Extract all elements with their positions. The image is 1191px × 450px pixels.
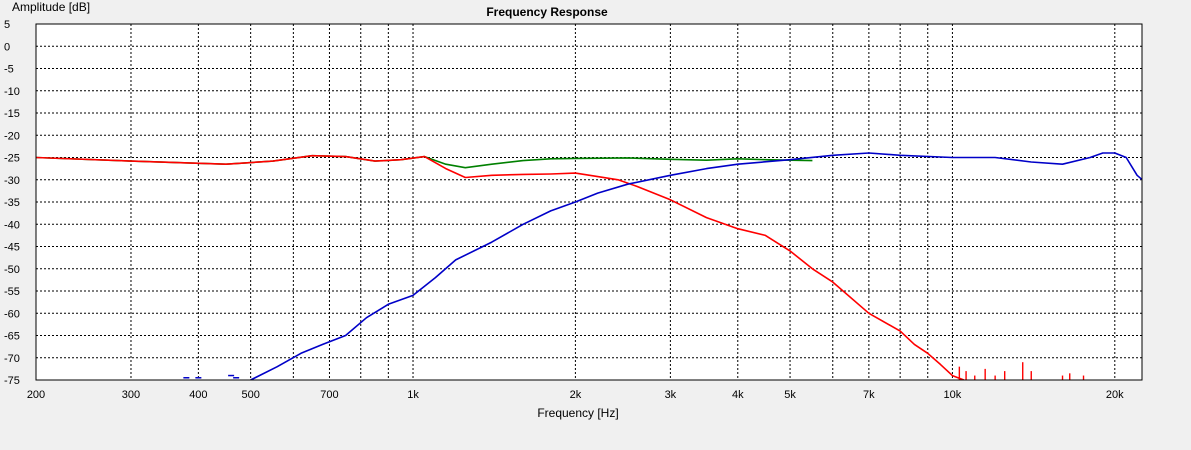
y-tick-label: -60	[4, 308, 20, 320]
x-tick-label: 7k	[863, 389, 875, 401]
chart-title: Frequency Response	[486, 5, 608, 19]
y-tick-label: -70	[4, 353, 20, 365]
y-tick-label: -40	[4, 219, 20, 231]
x-tick-label: 2k	[570, 389, 582, 401]
tick-labels: 5 0 -5 -10 -15 -20 -25 -30 -35 -40 -45 -50 -55 -60 -65…	[4, 19, 1124, 401]
y-tick-label: -10	[4, 86, 20, 98]
y-tick-label: -65	[4, 331, 20, 343]
series-layer	[36, 152, 1142, 380]
x-tick-label: 700	[320, 389, 338, 401]
x-tick-label: 400	[189, 389, 207, 401]
y-tick-label: -5	[4, 64, 14, 76]
series-line-2	[36, 154, 965, 380]
x-tick-label: 1k	[407, 389, 419, 401]
y-axis-label: Amplitude [dB]	[12, 0, 90, 14]
x-tick-label: 5k	[784, 389, 796, 401]
y-tick-label: -30	[4, 175, 20, 187]
y-tick-label: -20	[4, 130, 20, 142]
y-tick-label: 5	[4, 19, 10, 31]
x-axis-label: Frequency [Hz]	[537, 406, 618, 420]
x-tick-label: 200	[27, 389, 45, 401]
x-tick-label: 300	[122, 389, 140, 401]
x-tick-label: 20k	[1106, 389, 1124, 401]
x-tick-label: 3k	[665, 389, 677, 401]
x-tick-label: 4k	[732, 389, 744, 401]
x-tick-label: 500	[241, 389, 259, 401]
x-tick-label: 10k	[944, 389, 962, 401]
y-tick-label: -15	[4, 108, 20, 120]
y-tick-label: -45	[4, 242, 20, 254]
y-tick-label: -50	[4, 264, 20, 276]
y-tick-label: 0	[4, 41, 10, 53]
plot-frame	[35, 23, 1143, 381]
y-tick-label: -25	[4, 153, 20, 165]
series-line-3	[250, 152, 1142, 380]
y-tick-label: -55	[4, 286, 20, 298]
y-tick-label: -35	[4, 197, 20, 209]
y-tick-label: -75	[4, 375, 20, 387]
